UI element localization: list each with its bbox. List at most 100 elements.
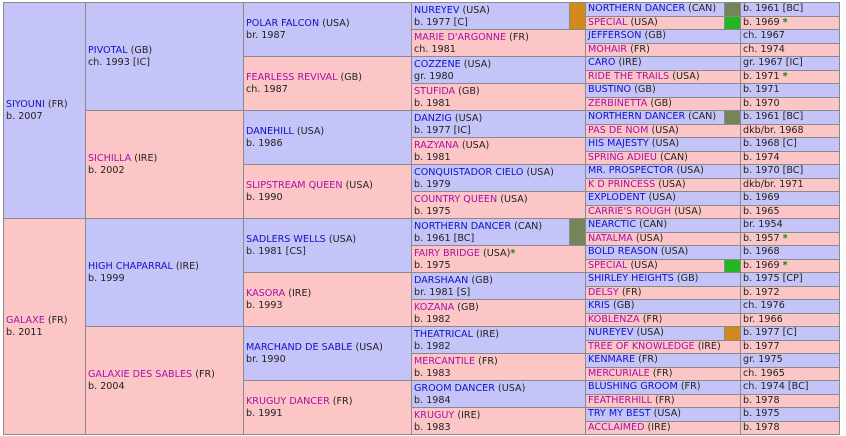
horse-name-link[interactable]: POLAR FALCON [246,18,320,29]
horse-name-link[interactable]: GROOM DANCER [414,383,495,394]
horse-name-link[interactable]: COZZENE [414,59,461,70]
horse-name-line: SLIPSTREAM QUEEN (USA) [246,180,409,192]
horse-name-link[interactable]: NORTHERN DANCER [414,221,512,232]
horse-name-link[interactable]: TRY MY BEST [588,408,651,419]
horse-name-link[interactable]: GALAXIE DES SABLES [88,369,193,380]
horse-country: (FR) [509,32,529,43]
horse-country: (USA) [345,180,373,191]
horse-country: (USA) [483,248,511,259]
ancestor-gen5: NUREYEV (USA) [585,326,725,341]
horse-name-link[interactable]: PIVOTAL [88,45,128,56]
horse-name-link[interactable]: SLIPSTREAM QUEEN [246,180,343,191]
horse-name-link[interactable]: EXPLODENT [588,192,646,203]
horse-country: (FR) [680,381,701,392]
horse-birth-info: b. 1978 [743,422,780,433]
ancestor-gen5: CARRIE'S ROUGH (USA) [585,205,741,219]
horse-name-link[interactable]: STUFIDA [414,86,456,97]
horse-name-link[interactable]: FAIRY BRIDGE [414,248,480,259]
horse-birth-info: b. 1975 [414,259,451,271]
horse-name-link[interactable]: KRUGUY [414,410,455,421]
horse-country: (IRE) [175,261,199,272]
horse-name-link[interactable]: PAS DE NOM [588,125,649,136]
ancestor-gen5: HIS MAJESTY (USA) [585,137,741,152]
horse-name-link[interactable]: RIDE THE TRAILS [588,71,670,82]
horse-name-link[interactable]: GALAXE [6,315,45,326]
horse-name-link[interactable]: SPECIAL [588,17,628,28]
ancestor-gen5: DELSY (FR) [585,286,741,300]
horse-name-link[interactable]: MARIE D'ARGONNE [414,32,507,43]
ancestor-gen4: DARSHAAN (GB) br. 1981 [S] [411,272,586,300]
horse-name-link[interactable]: KENMARE [588,354,636,365]
horse-name-link[interactable]: CONQUISTADOR CIELO [414,167,524,178]
horse-name-link[interactable]: BLUSHING GROOM [588,381,678,392]
ancestor-gen5: MR. PROSPECTOR (USA) [585,164,741,179]
horse-birth-line: b. 1984 [414,395,583,407]
horse-name-link[interactable]: SPRING ADIEU [588,152,657,163]
ancestor-gen4: NUREYEV (USA) b. 1977 [C] [411,2,570,30]
horse-birth-line: b. 1981 [414,152,583,164]
horse-name-link[interactable]: HIS MAJESTY [588,138,649,149]
horse-birth-line: b. 1961 [BC] [414,233,567,245]
horse-name-line: NUREYEV (USA) [414,5,567,17]
horse-country: (FR) [655,395,675,406]
horse-birth-info: dkb/br. 1968 [743,125,804,136]
ancestor-gen5: ACCLAIMED (IRE) [585,421,741,435]
horse-birth-info: b. 1990 [246,191,283,203]
ancestor-gen4: MERCANTILE (FR) b. 1983 [411,353,586,381]
horse-name-link[interactable]: MARCHAND DE SABLE [246,342,353,353]
horse-name-link[interactable]: MERCURIALE [588,368,650,379]
ancestor-gen4: COUNTRY QUEEN (USA) b. 1975 [411,191,586,219]
horse-name-link[interactable]: SHIRLEY HEIGHTS [588,273,674,284]
horse-name-link[interactable]: COUNTRY QUEEN [414,194,498,205]
horse-name-link[interactable]: KRIS [588,300,610,311]
star-mark: * [510,248,516,259]
horse-country: (IRE) [457,410,481,421]
horse-name-link[interactable]: RAZYANA [414,140,459,151]
horse-name-link[interactable]: FEATHERHILL [588,395,652,406]
horse-name-link[interactable]: CARRIE'S ROUGH [588,206,672,217]
horse-name-link[interactable]: DANZIG [414,113,452,124]
ancestor-gen5: NORTHERN DANCER (CAN) [585,110,725,125]
horse-name-link[interactable]: NUREYEV [414,5,460,16]
horse-name-link[interactable]: BUSTINO [588,84,632,95]
horse-name-link[interactable]: THEATRICAL [414,329,473,340]
horse-name-link[interactable]: SADLERS WELLS [246,234,326,245]
ancestor-gen4: KRUGUY (IRE) b. 1983 [411,407,586,435]
ancestor-gen5-info: b. 1969 [740,191,840,206]
horse-name-link[interactable]: KOZANA [414,302,455,313]
horse-name-link[interactable]: ZERBINETTA [588,98,648,109]
horse-name-link[interactable]: JEFFERSON [588,30,642,41]
horse-country: (IRE) [475,329,500,340]
horse-name-link[interactable]: TREE OF KNOWLEDGE [588,341,695,352]
horse-name-link[interactable]: NEARCTIC [588,219,637,230]
horse-birth-info: b. 1981 [414,97,451,109]
horse-name-link[interactable]: NORTHERN DANCER [588,3,686,14]
horse-name-link[interactable]: DELSY [588,287,619,298]
horse-birth-info: ch. 1993 [IC] [88,56,150,68]
horse-country: (USA) [462,5,490,16]
horse-name-link[interactable]: ACCLAIMED [588,422,645,433]
horse-name-link[interactable]: MOHAIR [588,44,628,55]
ancestor-gen5-info: b. 1965 [740,205,840,219]
horse-name-link[interactable]: BOLD REASON [588,246,658,257]
horse-name-link[interactable]: DARSHAAN [414,275,469,286]
horse-name-link[interactable]: MERCANTILE [414,356,476,367]
ancestor-gen3: SLIPSTREAM QUEEN (USA) b. 1990 [243,164,412,219]
horse-name-link[interactable]: NUREYEV [588,327,634,338]
ancestor-gen5: K D PRINCESS (USA) [585,178,741,192]
horse-name-link[interactable]: FEARLESS REVIVAL [246,72,338,83]
horse-name-link[interactable]: NORTHERN DANCER [588,111,686,122]
horse-name-link[interactable]: HIGH CHAPARRAL [88,261,173,272]
horse-name-link[interactable]: KOBLENZA [588,314,640,325]
horse-name-link[interactable]: DANEHILL [246,126,294,137]
horse-name-link[interactable]: SIYOUNI [6,99,45,110]
horse-name-link[interactable]: SPECIAL [588,260,628,271]
ancestor-gen5: TREE OF KNOWLEDGE (IRE) [585,340,741,354]
horse-name-link[interactable]: NATALMA [588,233,633,244]
horse-name-link[interactable]: SICHILLA [88,153,132,164]
horse-name-link[interactable]: K D PRINCESS [588,179,656,190]
horse-name-link[interactable]: KASORA [246,288,286,299]
horse-name-link[interactable]: CARO [588,57,616,68]
horse-name-link[interactable]: KRUGUY DANCER [246,396,330,407]
horse-name-link[interactable]: MR. PROSPECTOR [588,165,674,176]
